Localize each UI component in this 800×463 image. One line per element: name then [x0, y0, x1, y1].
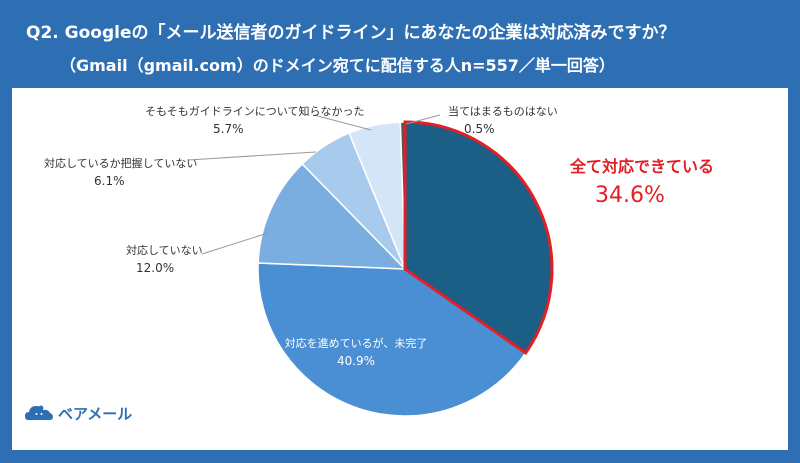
slice-value-0: 34.6%: [595, 183, 665, 208]
slice-label-4: そもそもガイドラインについて知らなかった: [145, 104, 364, 118]
slice-value-3: 6.1%: [94, 174, 125, 188]
pie-slice-highlight-outline: [403, 120, 554, 356]
slice-value-5: 0.5%: [464, 122, 495, 136]
slice-label-3: 対応しているか把握していない: [44, 156, 197, 170]
slice-label-1: 対応を進めているが、未完了: [285, 336, 428, 350]
leader-line-2: [201, 232, 269, 255]
leader-line-3: [187, 151, 317, 161]
question-title: Q2. Googleの「メール送信者のガイドライン」にあなたの企業は対応済みです…: [26, 23, 676, 43]
slice-value-2: 12.0%: [136, 261, 174, 275]
slice-label-2: 対応していない: [126, 243, 203, 257]
slice-value-1: 40.9%: [337, 354, 375, 368]
bear-cloud-icon: [25, 405, 53, 420]
brand-name: ベアメール: [58, 404, 133, 423]
pie-slice-1: [257, 262, 527, 417]
leader-line-4: [313, 114, 372, 131]
question-subtitle: （Gmail（gmail.com）のドメイン宛てに配信する人n=557／単一回答…: [60, 56, 615, 75]
slice-label-0: 全て対応できている: [569, 157, 714, 176]
pie-slice-2: [257, 162, 407, 270]
slice-value-4: 5.7%: [213, 122, 244, 136]
brand-logo: ベアメール: [24, 402, 132, 424]
slice-label-5: 当てはまるものはない: [448, 104, 558, 118]
leader-line-5: [405, 114, 441, 125]
